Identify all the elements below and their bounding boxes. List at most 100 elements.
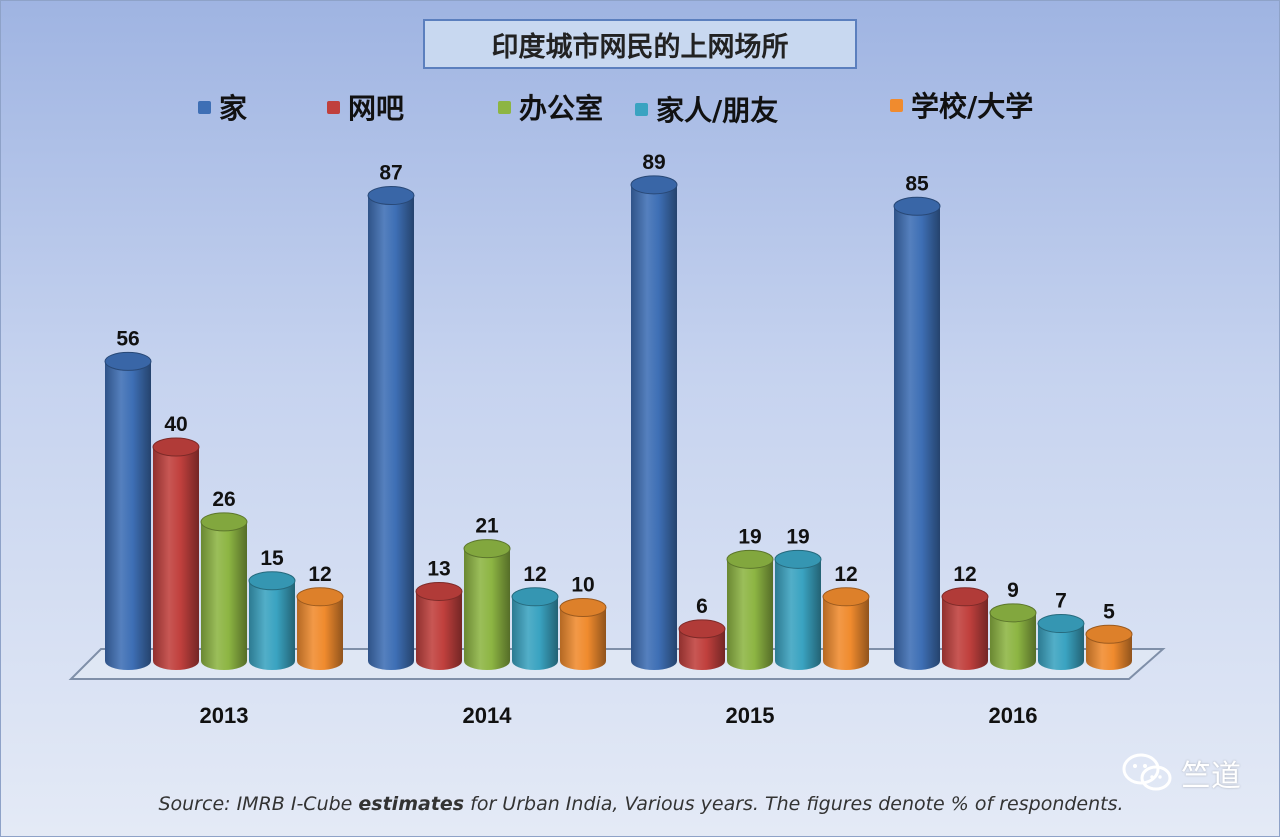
- bar-cap-office-2016: [989, 603, 1037, 623]
- watermark-text: 竺道: [1181, 759, 1241, 794]
- bar-cap-school-2015: [822, 587, 870, 607]
- bar-body-school-2016: [1086, 634, 1132, 670]
- data-label-internet-cafe-2013: 40: [164, 413, 187, 436]
- bar-cap-internet-cafe-2014: [415, 581, 463, 601]
- bar-school-2014: [559, 598, 607, 670]
- legend-label-internet-cafe: 网吧: [348, 92, 405, 125]
- data-label-school-2013: 12: [308, 563, 331, 586]
- data-label-home-2013: 56: [116, 327, 139, 350]
- bar-body-office-2014: [464, 548, 510, 670]
- bar-body-home-2015: [631, 184, 677, 670]
- bar-home-2013: [104, 351, 152, 670]
- bar-internet-cafe-2016: [941, 587, 989, 670]
- bar-cap-family-friends-2014: [511, 587, 559, 607]
- legend-item-office: 办公室: [498, 87, 603, 127]
- bar-cap-home-2014: [367, 186, 415, 206]
- legend-label-family-friends: 家人/朋友: [656, 94, 779, 127]
- data-label-family-friends-2014: 12: [523, 563, 546, 586]
- bar-cap-school-2016: [1085, 624, 1133, 644]
- bar-cap-school-2014: [559, 598, 607, 617]
- bar-cap-office-2013: [200, 512, 248, 532]
- source-suffix: for Urban India, Various years. The figu…: [464, 793, 1124, 815]
- bar-body-internet-cafe-2014: [416, 591, 462, 670]
- bar-cap-home-2016: [893, 196, 941, 216]
- bar-cap-office-2015: [726, 549, 774, 569]
- bar-office-2013: [200, 512, 248, 670]
- wechat-icon: [1122, 753, 1172, 791]
- data-label-internet-cafe-2015: 6: [696, 595, 708, 618]
- data-label-family-friends-2015: 19: [786, 525, 809, 548]
- legend-item-internet-cafe: 网吧: [327, 87, 404, 127]
- bar-internet-cafe-2015: [678, 619, 726, 670]
- bar-body-home-2013: [105, 361, 151, 670]
- bar-cap-family-friends-2013: [248, 571, 296, 591]
- data-label-internet-cafe-2016: 12: [953, 563, 976, 586]
- data-label-school-2015: 12: [834, 563, 857, 586]
- legend-swatch-office: [498, 100, 511, 114]
- bar-body-internet-cafe-2013: [153, 447, 199, 670]
- legend-item-school: 学校/大学: [890, 85, 1033, 125]
- data-label-internet-cafe-2014: 13: [427, 557, 450, 580]
- data-label-school-2016: 5: [1103, 600, 1115, 623]
- bar-body-family-friends-2015: [775, 559, 821, 670]
- legend-label-school: 学校/大学: [911, 90, 1034, 123]
- bar-cap-home-2015: [630, 175, 678, 195]
- bar-cap-internet-cafe-2015: [678, 619, 726, 639]
- legend-swatch-internet-cafe: [327, 100, 340, 114]
- bar-body-home-2014: [368, 195, 414, 671]
- data-label-office-2014: 21: [475, 515, 499, 538]
- bar-family-friends-2013: [248, 571, 296, 670]
- data-label-office-2016: 9: [1007, 579, 1019, 602]
- bar-internet-cafe-2014: [415, 581, 463, 670]
- bar-school-2016: [1085, 624, 1133, 670]
- data-label-office-2013: 26: [212, 488, 235, 511]
- bar-home-2016: [893, 196, 941, 670]
- bar-body-office-2013: [201, 521, 247, 670]
- legend-label-office: 办公室: [519, 92, 604, 125]
- x-tick-label-2016: 2016: [988, 703, 1038, 728]
- bar-body-internet-cafe-2016: [942, 596, 988, 670]
- bar-cap-family-friends-2015: [774, 549, 822, 569]
- bar-body-family-friends-2014: [512, 596, 558, 670]
- bar-body-internet-cafe-2015: [679, 628, 725, 670]
- legend-item-home: 家: [198, 87, 247, 127]
- bar-home-2015: [630, 175, 678, 670]
- bar-school-2015: [822, 587, 870, 670]
- data-label-school-2014: 10: [571, 574, 594, 597]
- legend-label-home: 家: [219, 92, 248, 125]
- legend-swatch-school: [890, 98, 903, 112]
- bar-body-home-2016: [894, 206, 940, 670]
- legend-item-family-friends: 家人/朋友: [635, 89, 778, 129]
- source-emphasis: estimates: [358, 793, 465, 815]
- x-tick-label-2015: 2015: [725, 703, 775, 728]
- data-label-office-2015: 19: [738, 525, 761, 548]
- x-tick-label-2013: 2013: [199, 703, 249, 728]
- bar-cap-school-2013: [296, 587, 344, 607]
- bar-body-school-2015: [823, 596, 869, 670]
- source-prefix: Source: IMRB I-Cube: [158, 793, 359, 815]
- bar-cap-family-friends-2016: [1037, 614, 1085, 634]
- source-note: Source: IMRB I-Cube estimates for Urban …: [1, 793, 1279, 815]
- bar-cap-home-2013: [104, 351, 152, 371]
- bar-family-friends-2014: [511, 587, 559, 670]
- bar-family-friends-2015: [774, 549, 822, 670]
- bar-body-office-2016: [990, 612, 1036, 670]
- bar-home-2014: [367, 186, 415, 671]
- bar-cap-office-2014: [463, 539, 511, 559]
- data-label-family-friends-2013: 15: [260, 547, 284, 570]
- bar-school-2013: [296, 587, 344, 670]
- legend-swatch-home: [198, 100, 211, 114]
- bar-body-school-2014: [560, 607, 606, 670]
- chart-title: 印度城市网民的上网场所: [423, 19, 857, 69]
- bar-body-family-friends-2013: [249, 580, 295, 670]
- bar-cap-internet-cafe-2013: [152, 437, 200, 457]
- bar-body-office-2015: [727, 559, 773, 670]
- watermark: 竺道: [1121, 751, 1241, 795]
- bar-office-2016: [989, 603, 1037, 670]
- bar-internet-cafe-2013: [152, 437, 200, 670]
- data-label-family-friends-2016: 7: [1055, 590, 1067, 613]
- bar-office-2015: [726, 549, 774, 670]
- data-label-home-2016: 85: [905, 172, 929, 195]
